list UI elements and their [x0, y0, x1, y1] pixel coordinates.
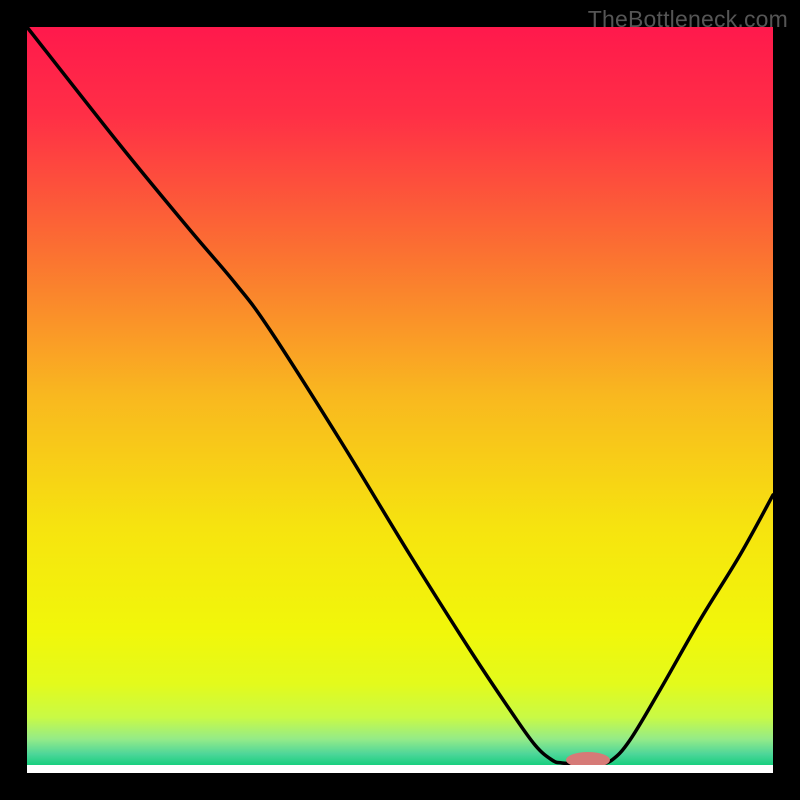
chart-container: { "watermark": "TheBottleneck.com", "cha…	[0, 0, 800, 800]
optimal-marker	[566, 752, 610, 768]
chart-background	[27, 27, 773, 765]
bottleneck-chart	[0, 0, 800, 800]
watermark-text: TheBottleneck.com	[588, 6, 788, 33]
